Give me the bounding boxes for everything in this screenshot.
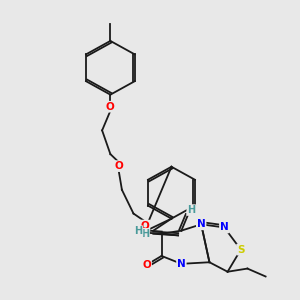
- Text: N: N: [197, 219, 206, 229]
- Text: O: O: [106, 102, 115, 112]
- Text: H: H: [187, 205, 195, 215]
- Text: H: H: [141, 229, 149, 239]
- Text: S: S: [237, 244, 244, 255]
- Text: N: N: [220, 223, 229, 232]
- Text: O: O: [114, 161, 123, 171]
- Text: H: H: [134, 226, 142, 236]
- Text: O: O: [142, 260, 151, 270]
- Text: O: O: [141, 220, 149, 231]
- Text: N: N: [177, 259, 186, 269]
